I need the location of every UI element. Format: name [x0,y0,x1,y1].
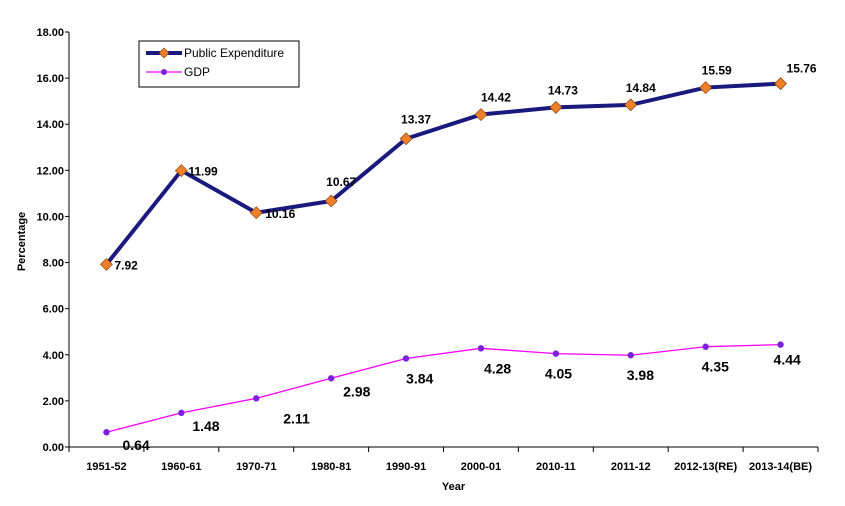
data-point [402,355,410,362]
x-tick-label: 2013-14(BE) [749,461,812,473]
data-label: 15.59 [702,64,732,78]
y-tick-label: 16.00 [36,73,64,85]
data-label: 7.92 [114,258,138,272]
data-point [702,343,709,350]
legend-item: Public Expenditure [146,46,284,60]
series-line [104,81,781,266]
data-label: 14.42 [481,91,511,105]
data-label: 4.28 [484,360,511,376]
y-tick-label: 10.00 [36,211,64,223]
data-point [777,341,784,348]
legend-label: Public Expenditure [184,46,284,60]
data-label: 11.99 [188,165,218,179]
axes [68,32,818,448]
data-label: 3.98 [627,367,654,383]
y-tick-label: 4.00 [43,350,64,362]
series-layer: 7.92 11.99 10.16 10.67 13.37 14.42 14.73 14.84 1… [100,62,817,453]
data-point [178,409,185,417]
legend-label: GDP [184,65,210,79]
x-tick-label: 2011-12 [611,461,651,473]
data-label: 1.48 [192,418,219,434]
data-label: 3.84 [406,370,433,386]
y-tick-label: 0.00 [43,442,64,454]
y-axis-ticks: 0.00 2.00 4.00 6.00 8.00 10.00 12.00 14.00 16.00… [36,27,69,454]
x-tick-label: 1970-71 [236,461,276,473]
y-tick-label: 14.00 [36,119,64,131]
data-label: 14.73 [548,83,578,97]
data-label: 15.76 [787,62,817,76]
legend-swatch-marker [158,47,170,59]
y-tick-label: 8.00 [43,258,64,270]
data-label: 0.64 [122,437,149,453]
data-point [474,108,488,121]
x-tick-label: 2010-11 [536,461,576,473]
legend-item: GDP [146,65,210,79]
x-tick-label: 2000-01 [461,461,501,473]
data-point [103,429,110,436]
data-label: 4.44 [774,352,801,368]
legend-swatch-marker [161,69,167,75]
y-axis-title: Percentage [16,212,28,271]
data-point [549,100,563,114]
data-label: 14.84 [626,81,656,95]
data-point [324,194,338,208]
y-tick-label: 6.00 [43,304,64,316]
series-line [106,343,781,433]
data-point [552,350,560,357]
data-point [327,375,335,382]
data-label: 4.05 [545,366,572,382]
series-public-expenditure: 7.92 11.99 10.16 10.67 13.37 14.42 14.73 14.84 1… [100,62,817,272]
data-label: 13.37 [401,113,431,127]
y-tick-label: 12.00 [36,165,64,177]
x-tick-label: 2012-13(RE) [674,461,737,473]
x-axis-ticks: 1951-52 1960-61 1970-71 1980-81 1990-91 2000-… [68,447,819,473]
data-point [774,77,787,91]
data-point [477,345,485,352]
x-tick-label: 1980-81 [311,461,351,473]
x-axis-title: Year [442,481,466,493]
y-tick-label: 18.00 [36,27,64,39]
data-point [253,395,260,402]
data-point [399,132,413,146]
data-point [627,352,634,359]
legend: Public Expenditure GDP [138,40,300,88]
y-tick-label: 2.00 [43,396,64,408]
data-label: 4.35 [702,359,729,375]
data-point [699,81,713,94]
data-label: 2.98 [343,383,370,399]
data-point [100,257,113,271]
x-tick-label: 1990-91 [386,461,426,473]
series-gdp: 0.64 1.48 2.11 2.98 3.84 4.28 4.05 3.98 4.35 4.44 [103,341,801,453]
legend-box [138,40,300,88]
data-label: 10.16 [265,207,295,221]
x-tick-label: 1951-52 [86,461,126,473]
data-point [174,164,188,177]
data-point [624,98,638,112]
data-label: 2.11 [283,410,310,426]
x-tick-label: 1960-61 [161,461,201,473]
data-point [249,206,263,220]
data-label: 10.67 [326,175,356,189]
